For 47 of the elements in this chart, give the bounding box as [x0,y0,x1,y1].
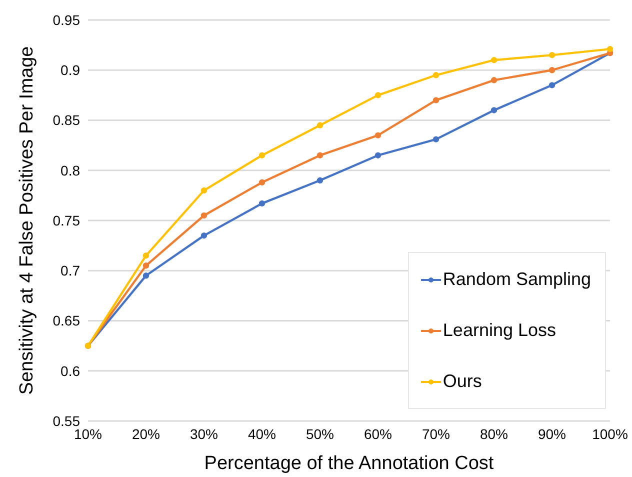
point [548,67,556,74]
point [374,152,382,158]
point [142,252,150,259]
point [490,57,498,64]
point [548,52,556,58]
point [258,200,266,207]
point [200,187,208,194]
point [142,262,150,269]
y-tick-label: 0.75 [52,212,80,228]
y-tick-label: 0.6 [60,362,80,379]
point [316,122,324,128]
point [374,92,382,98]
point [258,152,266,158]
point [432,136,440,142]
x-tick-label: 90% [538,426,566,442]
x-tick-label: 70% [422,426,450,442]
x-tick-label: 100% [592,426,628,442]
point [432,72,440,78]
y-tick-label: 0.65 [52,312,80,329]
legend-label: Ours [442,371,482,392]
y-tick-label: 0.9 [60,62,80,78]
point [606,46,614,52]
point [258,179,266,186]
x-tick-label: 50% [306,426,334,442]
point [316,177,324,184]
x-tick-label: 60% [364,426,392,442]
point [374,132,382,138]
x-tick-label: 40% [248,426,276,442]
y-axis-title: Sensitivity at 4 False Positives Per Image [16,46,38,395]
y-tick-label: 0.8 [60,162,80,178]
legend-label: Random Sampling [442,269,591,290]
y-tick-label: 0.85 [52,112,80,128]
point [200,232,208,239]
x-tick-label: 30% [190,426,218,442]
point [432,97,440,104]
x-axis-title: Percentage of the Annotation Cost [204,453,494,474]
x-tick-label: 20% [132,426,160,442]
y-tick-label: 0.7 [60,262,80,279]
point [142,272,150,279]
x-tick-label: 80% [480,426,508,442]
y-tick-label: 0.95 [52,12,80,28]
point [200,212,208,219]
point [490,77,498,84]
point [316,152,324,158]
point [548,82,556,88]
point [490,107,498,114]
legend-label: Learning Loss [442,320,556,341]
